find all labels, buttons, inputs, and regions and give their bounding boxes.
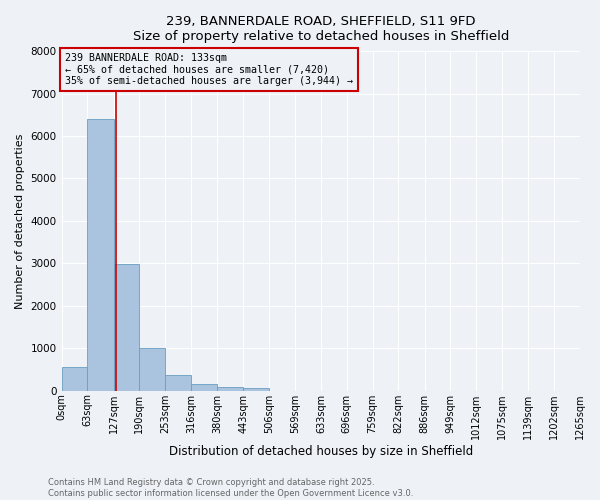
Bar (243, 388, 269, 390)
Bar (165, 375, 191, 390)
Y-axis label: Number of detached properties: Number of detached properties (15, 133, 25, 308)
Bar (113, 264, 139, 390)
Title: 239, BANNERDALE ROAD, SHEFFIELD, S11 9FD
Size of property relative to detached h: 239, BANNERDALE ROAD, SHEFFIELD, S11 9FD… (133, 15, 509, 43)
Bar (191, 384, 217, 390)
Bar (62, 368, 88, 390)
Text: Contains HM Land Registry data © Crown copyright and database right 2025.
Contai: Contains HM Land Registry data © Crown c… (48, 478, 413, 498)
Bar (217, 386, 243, 390)
Text: 239 BANNERDALE ROAD: 133sqm
← 65% of detached houses are smaller (7,420)
35% of : 239 BANNERDALE ROAD: 133sqm ← 65% of det… (65, 53, 353, 86)
X-axis label: Distribution of detached houses by size in Sheffield: Distribution of detached houses by size … (169, 444, 473, 458)
Bar (139, 348, 165, 391)
Bar (88, 119, 113, 390)
